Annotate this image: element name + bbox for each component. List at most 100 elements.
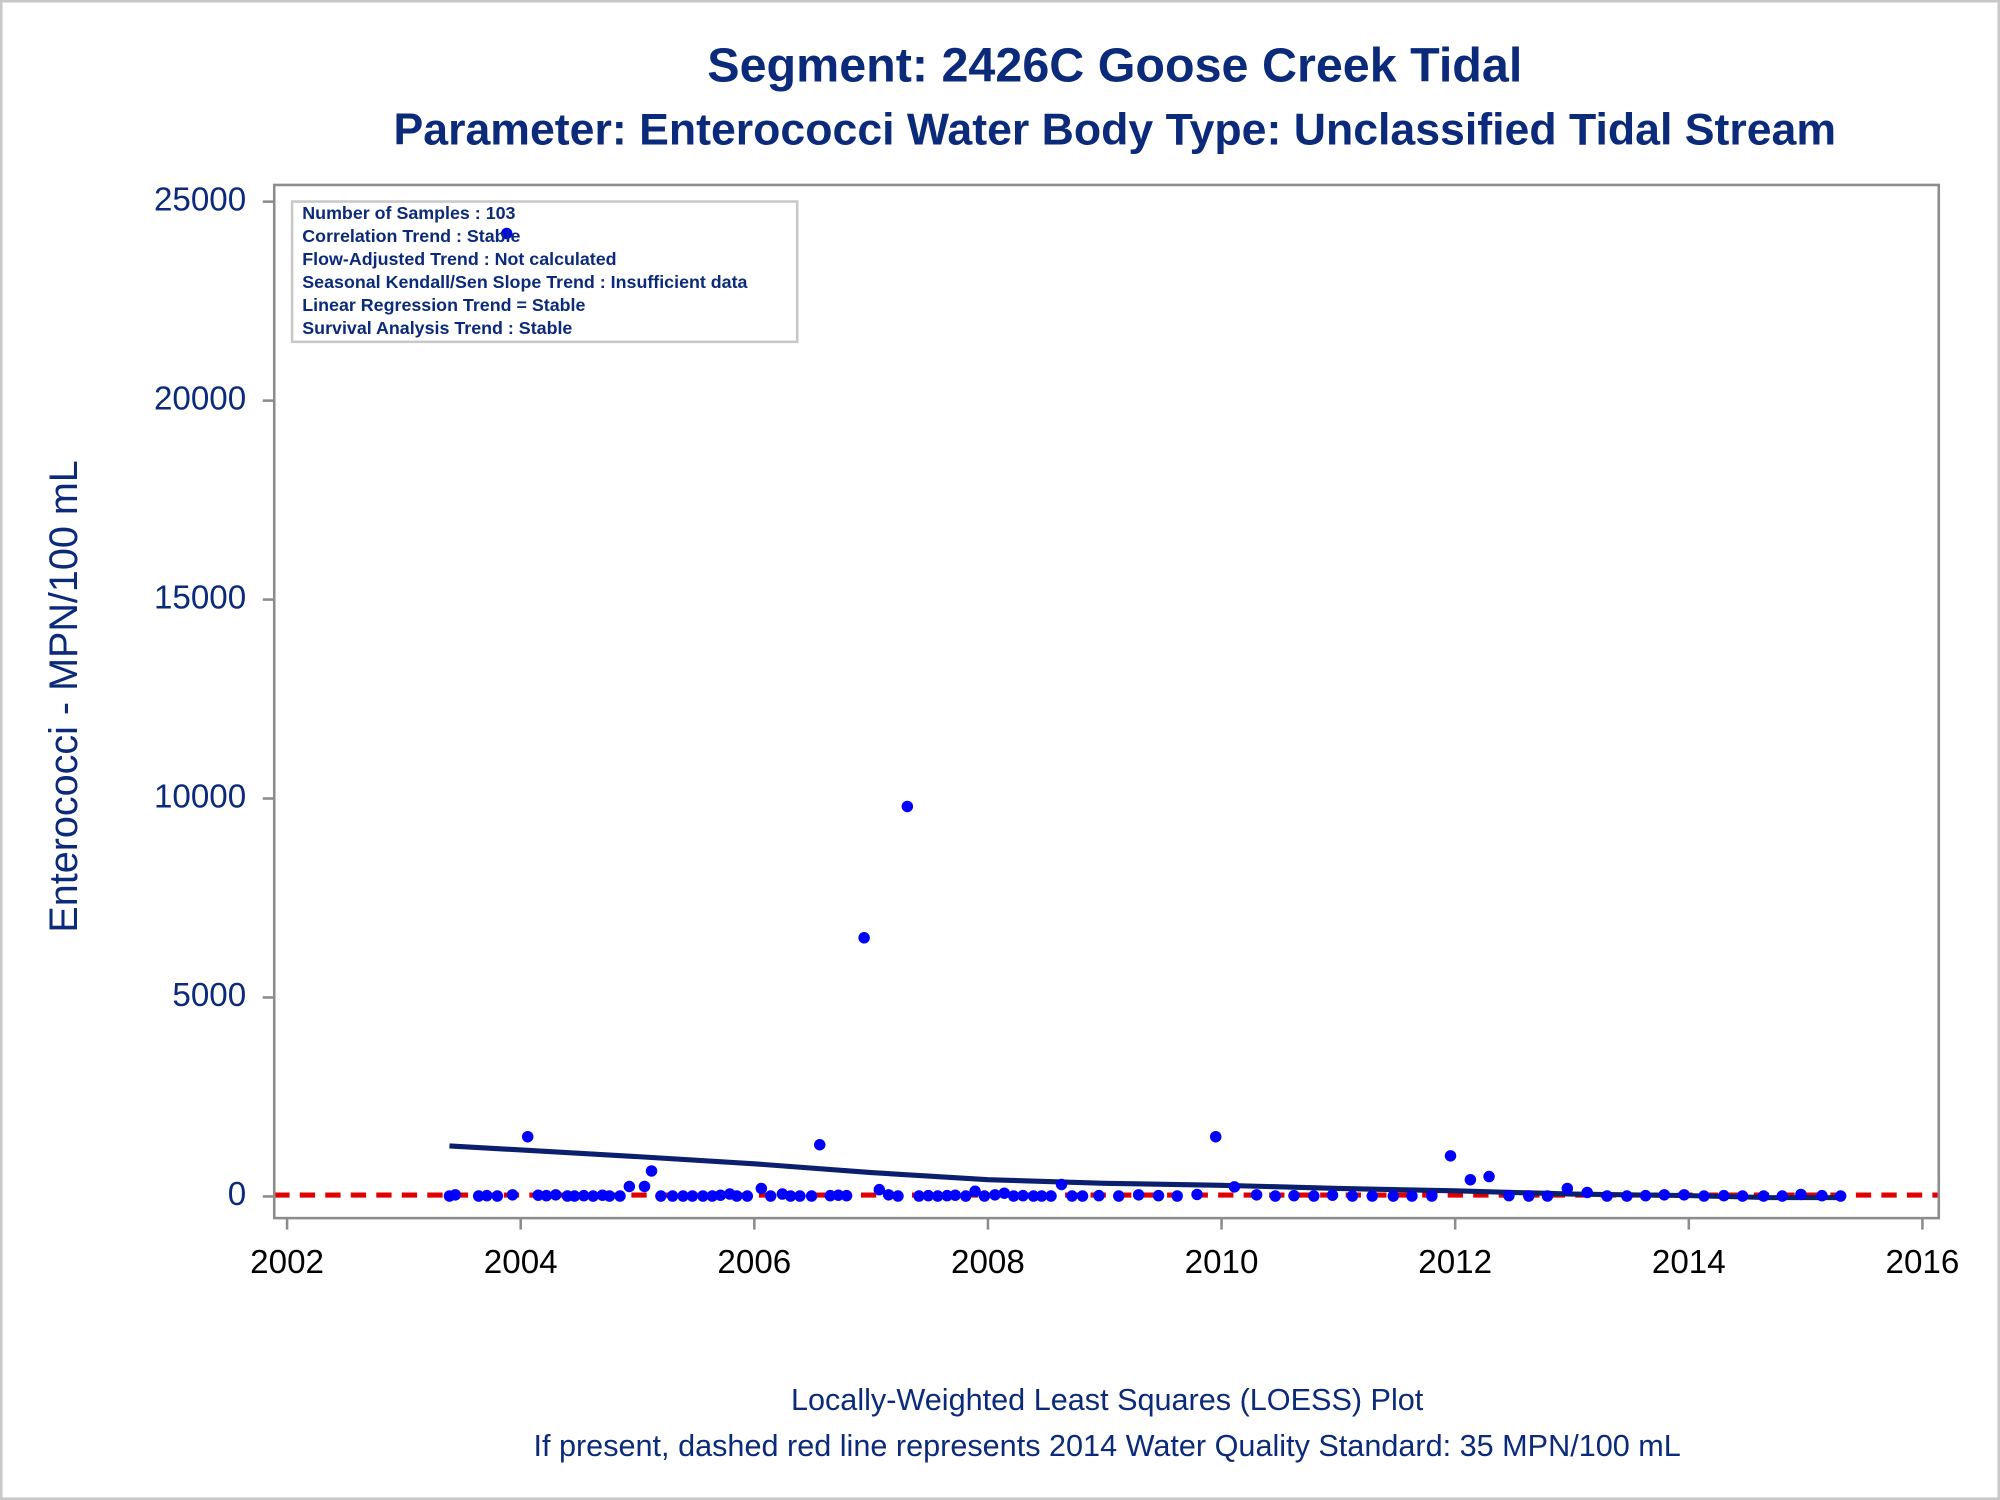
data-point (578, 1189, 590, 1202)
data-point (873, 1183, 886, 1196)
data-point (500, 227, 513, 240)
y-tick-label: 25000 (154, 181, 246, 218)
data-point (1027, 1190, 1040, 1202)
data-point (623, 1180, 636, 1193)
data-point (892, 1190, 904, 1202)
data-point (1464, 1173, 1477, 1186)
data-point (481, 1189, 493, 1202)
data-point (491, 1190, 504, 1202)
data-point (1757, 1190, 1770, 1202)
data-point (1541, 1190, 1554, 1202)
data-point (922, 1189, 935, 1202)
data-point (1113, 1190, 1125, 1202)
data-point (638, 1180, 651, 1193)
data-point (1093, 1189, 1105, 1202)
annotation-line: Correlation Trend : Stable (302, 226, 520, 246)
footnote: Locally-Weighted Least Squares (LOESS) P… (791, 1383, 1424, 1417)
data-point (913, 1190, 925, 1202)
plot-area (274, 227, 1939, 1202)
data-point (998, 1187, 1011, 1199)
chart-title: Segment: 2426C Goose Creek Tidal (707, 39, 1522, 93)
data-point (1658, 1189, 1671, 1201)
data-point (1171, 1190, 1183, 1202)
data-point (1736, 1190, 1749, 1202)
data-point (731, 1190, 743, 1202)
data-point (1035, 1190, 1048, 1202)
data-point (941, 1189, 953, 1202)
data-point (540, 1189, 553, 1202)
data-point (1581, 1186, 1593, 1199)
x-tick-label: 2008 (951, 1244, 1025, 1281)
data-point (1523, 1190, 1535, 1202)
data-point (1269, 1190, 1282, 1202)
data-point (931, 1190, 944, 1202)
data-point (969, 1185, 981, 1197)
data-point (1561, 1182, 1574, 1195)
annotation-line: Number of Samples : 103 (302, 203, 515, 223)
x-tick-label: 2010 (1185, 1244, 1259, 1281)
data-point (1601, 1190, 1613, 1202)
data-point (882, 1189, 895, 1201)
data-point (1152, 1189, 1165, 1202)
x-tick-label: 2014 (1652, 1244, 1726, 1281)
x-tick-label: 2002 (250, 1244, 324, 1281)
data-point (824, 1189, 836, 1202)
data-point (978, 1190, 991, 1202)
data-point (714, 1189, 727, 1201)
annotation-line: Linear Regression Trend = Stable (302, 295, 585, 315)
data-point (1076, 1190, 1089, 1202)
data-point (1718, 1189, 1730, 1202)
annotation-group: Number of Samples : 103 Correlation Trend… (302, 203, 748, 338)
data-point (1834, 1190, 1847, 1202)
data-point (645, 1165, 658, 1177)
data-point (784, 1190, 797, 1202)
chart-subtitle: Parameter: Enterococci Water Body Type: … (394, 105, 1837, 154)
footnote: If present, dashed red line represents 2… (533, 1429, 1680, 1463)
data-point (813, 1138, 826, 1151)
data-point (506, 1189, 519, 1201)
data-point (1795, 1188, 1807, 1201)
x-tick-label: 2004 (484, 1244, 558, 1281)
data-point (1444, 1150, 1457, 1162)
data-point (989, 1189, 1001, 1201)
data-point (1346, 1190, 1359, 1202)
data-point (1326, 1189, 1339, 1201)
data-point (1017, 1189, 1029, 1202)
data-point (677, 1190, 689, 1202)
data-point (764, 1190, 777, 1202)
data-point (1816, 1189, 1828, 1202)
x-tick-label: 2006 (717, 1244, 791, 1281)
data-point (1250, 1189, 1263, 1201)
y-tick-label: 15000 (154, 579, 246, 616)
data-point (1366, 1190, 1378, 1202)
y-tick-label: 5000 (172, 977, 246, 1014)
data-point (755, 1182, 768, 1195)
y-tick-label: 0 (228, 1176, 246, 1213)
data-point (1308, 1190, 1320, 1202)
data-point (1066, 1190, 1078, 1202)
data-point (1209, 1131, 1222, 1143)
data-point (686, 1190, 699, 1202)
x-tick-label: 2012 (1418, 1244, 1492, 1281)
data-point (1055, 1178, 1068, 1191)
data-point (550, 1189, 562, 1201)
data-point (1007, 1190, 1020, 1202)
data-point (1621, 1190, 1633, 1202)
data-point (858, 932, 870, 944)
data-point (521, 1131, 534, 1143)
data-point (1639, 1189, 1652, 1202)
annotation-line: Flow-Adjusted Trend : Not calculated (302, 249, 616, 269)
x-tick-label: 2016 (1886, 1244, 1960, 1281)
data-point (532, 1189, 544, 1201)
data-point (1228, 1181, 1241, 1193)
annotation-line: Seasonal Kendall/Sen Slope Trend : Insuf… (302, 272, 748, 292)
data-point (805, 1190, 818, 1202)
data-point (1426, 1190, 1438, 1202)
annotation-box (290, 200, 799, 344)
data-point (1288, 1189, 1300, 1202)
data-point (697, 1190, 709, 1202)
y-tick-label: 20000 (154, 380, 246, 417)
data-point (832, 1189, 845, 1201)
data-point (741, 1190, 754, 1202)
